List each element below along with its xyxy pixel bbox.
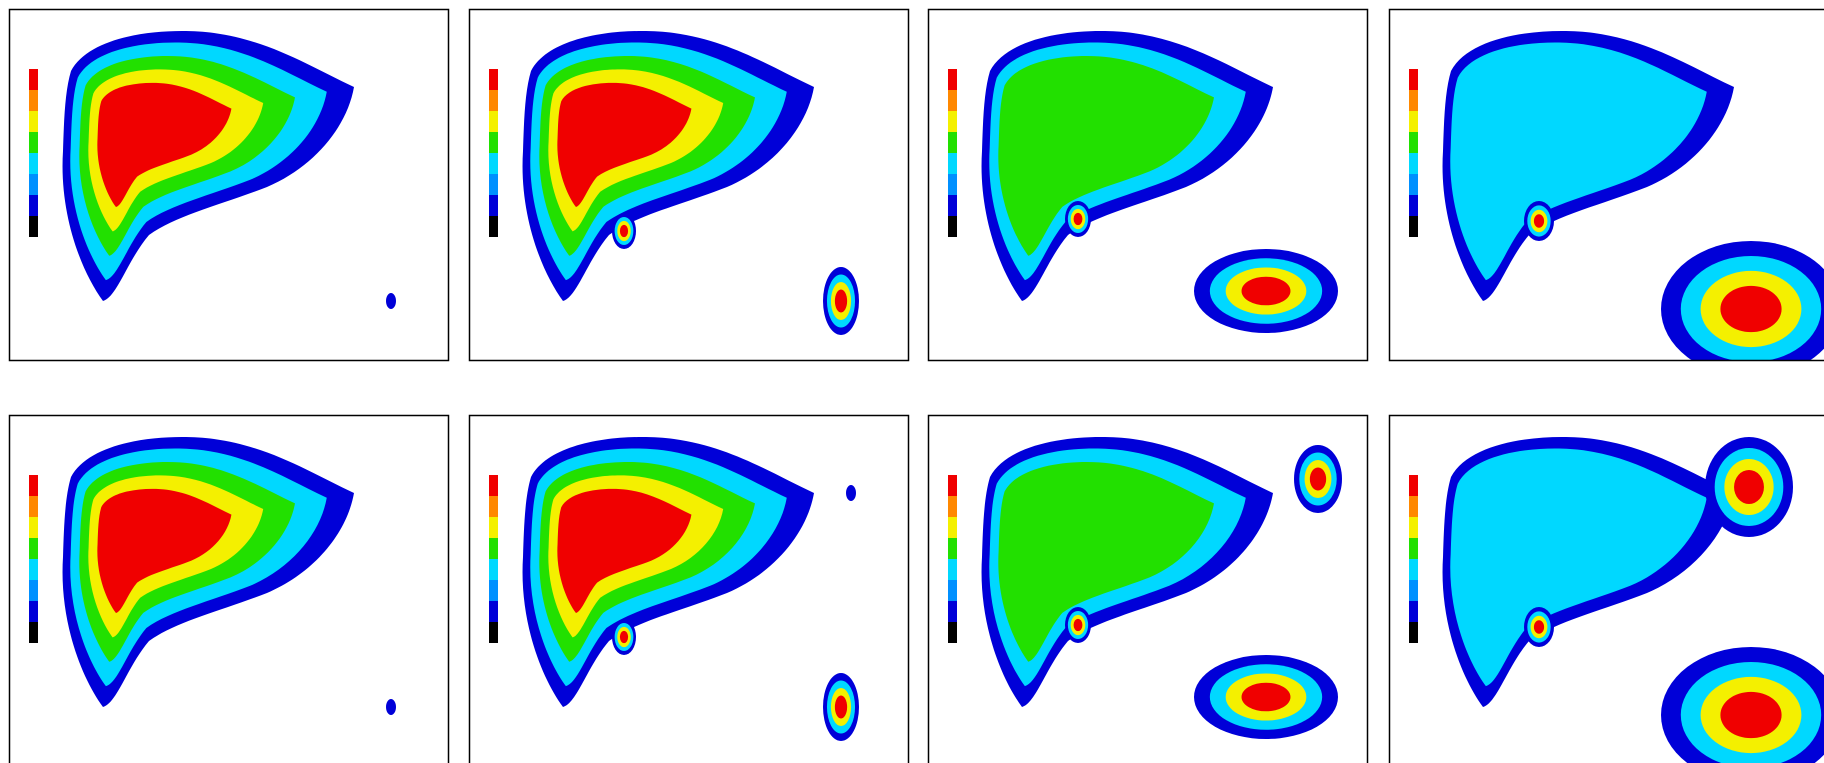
color-scale-segment — [29, 475, 38, 496]
color-scale-segment — [489, 174, 498, 195]
hot-spot — [620, 225, 628, 237]
color-scale-segment — [489, 559, 498, 580]
color-scale-segment — [948, 195, 957, 216]
color-scale-segment — [948, 111, 957, 132]
color-scale-segment — [948, 174, 957, 195]
color-scale-segment — [1409, 111, 1418, 132]
color-scale-segment — [489, 601, 498, 622]
scan-panel — [469, 9, 909, 361]
color-scale-segment — [489, 517, 498, 538]
color-scale-segment — [948, 216, 957, 237]
color-scale-segment — [489, 216, 498, 237]
hot-spot — [1242, 683, 1291, 712]
color-scale-segment — [1409, 538, 1418, 559]
color-scale-segment — [489, 111, 498, 132]
color-scale-segment — [948, 601, 957, 622]
color-scale-segment — [489, 90, 498, 111]
color-scale-segment — [489, 538, 498, 559]
color-scale-segment — [29, 580, 38, 601]
color-scale-segment — [489, 496, 498, 517]
color-scale-segment — [1409, 153, 1418, 174]
color-scale-segment — [1409, 601, 1418, 622]
color-scale-segment — [1409, 132, 1418, 153]
color-scale-segment — [948, 517, 957, 538]
color-scale-segment — [29, 195, 38, 216]
scan-panel — [928, 9, 1368, 361]
scan-panel — [469, 415, 909, 763]
color-scale-segment — [29, 111, 38, 132]
color-scale-segment — [29, 538, 38, 559]
color-scale-segment — [29, 517, 38, 538]
hot-spot — [1720, 286, 1781, 332]
hot-spot — [620, 631, 628, 643]
color-scale-segment — [489, 580, 498, 601]
hot-spot — [846, 485, 856, 501]
scan-panel — [9, 9, 449, 361]
color-scale-segment — [29, 601, 38, 622]
color-scale-segment — [948, 622, 957, 643]
hot-spot — [1534, 620, 1544, 634]
color-scale-segment — [29, 174, 38, 195]
hot-spot — [1074, 213, 1083, 225]
color-scale-segment — [29, 216, 38, 237]
scan-panel — [1389, 415, 1824, 763]
color-scale-segment — [948, 90, 957, 111]
color-scale-segment — [948, 132, 957, 153]
color-scale-segment — [489, 195, 498, 216]
scan-panel — [1389, 9, 1824, 377]
color-scale-segment — [29, 132, 38, 153]
hot-spot — [1734, 470, 1764, 504]
color-scale-segment — [29, 69, 38, 90]
color-scale-segment — [948, 153, 957, 174]
color-scale-segment — [948, 475, 957, 496]
hot-spot — [386, 293, 396, 309]
color-scale-segment — [1409, 580, 1418, 601]
color-scale-segment — [1409, 475, 1418, 496]
color-scale-segment — [29, 90, 38, 111]
color-scale-segment — [1409, 90, 1418, 111]
color-scale-segment — [489, 475, 498, 496]
color-scale-segment — [1409, 559, 1418, 580]
color-scale-segment — [29, 153, 38, 174]
hot-spot — [1074, 619, 1083, 631]
color-scale-segment — [1409, 517, 1418, 538]
color-scale-segment — [489, 132, 498, 153]
hot-spot — [1720, 692, 1781, 738]
color-scale-segment — [489, 622, 498, 643]
hot-spot — [1310, 467, 1326, 490]
color-scale-segment — [948, 538, 957, 559]
color-scale-segment — [29, 622, 38, 643]
scan-panel — [9, 415, 449, 763]
hot-spot — [1242, 277, 1291, 306]
color-scale-segment — [1409, 69, 1418, 90]
color-scale-segment — [948, 580, 957, 601]
color-scale-segment — [948, 496, 957, 517]
hot-spot — [835, 289, 847, 312]
hot-spot — [835, 695, 847, 718]
scan-panel — [928, 415, 1368, 763]
color-scale-segment — [1409, 622, 1418, 643]
color-scale-segment — [948, 69, 957, 90]
color-scale-segment — [29, 496, 38, 517]
color-scale-segment — [948, 559, 957, 580]
color-scale-segment — [1409, 174, 1418, 195]
color-scale-segment — [1409, 216, 1418, 237]
hot-spot — [386, 699, 396, 715]
color-scale-segment — [29, 559, 38, 580]
color-scale-segment — [1409, 195, 1418, 216]
color-scale-segment — [489, 69, 498, 90]
color-scale-segment — [489, 153, 498, 174]
hot-spot — [1534, 214, 1544, 228]
color-scale-segment — [1409, 496, 1418, 517]
